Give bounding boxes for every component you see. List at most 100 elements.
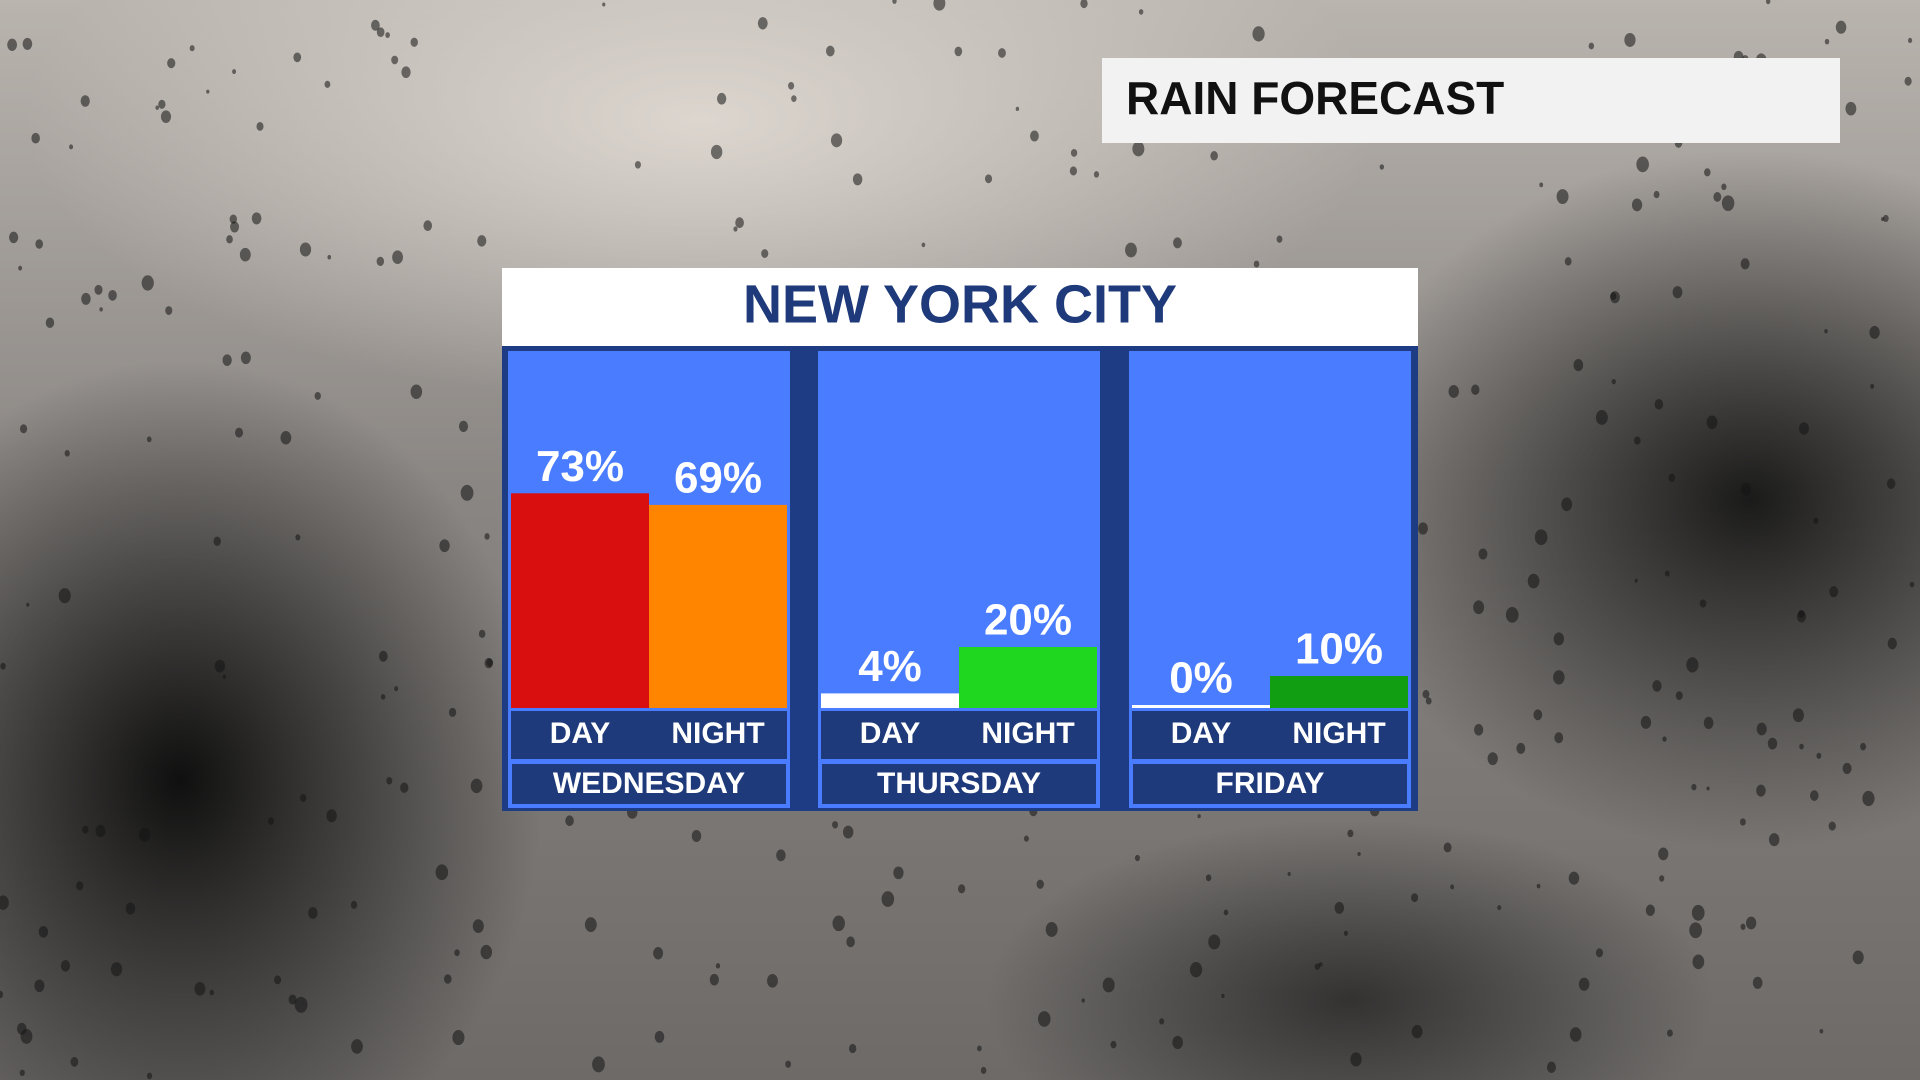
rain-drop <box>155 105 159 110</box>
rain-drop <box>1870 383 1875 389</box>
rain-drop <box>1752 976 1763 989</box>
rain-drop <box>1253 260 1260 268</box>
rain-drop <box>634 160 641 169</box>
day-label: FRIDAY <box>1216 767 1325 800</box>
header-title: RAIN FORECAST <box>1126 72 1504 124</box>
rain-drop <box>1102 977 1115 993</box>
rain-drop <box>1561 497 1573 512</box>
rain-drop <box>1125 242 1137 258</box>
rain-drop <box>0 662 6 670</box>
bar <box>511 493 649 708</box>
rain-drop <box>139 827 151 842</box>
rain-drop <box>654 1030 665 1043</box>
rain-drop <box>1703 716 1714 729</box>
rain-drop <box>18 265 23 271</box>
rain-drop <box>1487 752 1498 766</box>
rain-drop <box>1595 410 1608 425</box>
rain-drop <box>125 902 136 915</box>
rain-drop <box>1314 963 1321 970</box>
rain-drop <box>299 242 312 257</box>
rain-drop <box>392 250 404 265</box>
rain-drop <box>602 2 606 7</box>
rain-drop <box>1450 884 1455 890</box>
rain-drop <box>1824 329 1828 334</box>
rain-drop <box>82 825 89 834</box>
rain-drop <box>1829 586 1839 598</box>
rain-drop <box>1554 732 1564 744</box>
rain-drop <box>767 974 778 988</box>
rain-drop <box>852 173 863 186</box>
rain-drop <box>486 658 493 667</box>
rain-drop <box>70 1056 79 1067</box>
rain-drop <box>1799 743 1804 750</box>
rain-drop <box>825 45 835 57</box>
rain-drop <box>1568 871 1580 885</box>
rain-drop <box>1221 993 1225 999</box>
rain-drop <box>439 539 450 553</box>
rain-drop <box>1691 783 1697 791</box>
rain-drop <box>1379 164 1385 170</box>
rain-drop <box>1539 182 1544 188</box>
rain-drop <box>830 133 843 148</box>
rain-drop <box>757 17 768 30</box>
rain-drop <box>1173 237 1182 249</box>
rain-drop <box>843 825 854 839</box>
rain-drop <box>1664 570 1670 577</box>
rain-drop <box>1652 680 1662 692</box>
rain-drop <box>376 27 385 37</box>
rain-drop <box>1653 190 1660 199</box>
rain-drop <box>584 917 597 933</box>
rain-drop <box>1564 257 1572 266</box>
rain-drop <box>1473 600 1485 615</box>
bar <box>959 647 1097 708</box>
rain-drop <box>715 963 721 969</box>
rain-drop <box>1666 1029 1673 1037</box>
rain-drop <box>785 1060 792 1068</box>
rain-drop <box>1132 141 1145 157</box>
rain-drop <box>280 430 292 445</box>
rain-drop <box>1675 691 1683 700</box>
rain-drop <box>1745 916 1757 930</box>
rain-drop <box>81 292 91 305</box>
rain-drop <box>1553 670 1565 685</box>
rain-drop <box>1816 752 1822 759</box>
rain-drop <box>1030 130 1039 142</box>
rain-drop <box>1645 904 1655 916</box>
rain-drop <box>214 659 226 673</box>
rain-drop <box>1835 20 1847 34</box>
rain-drop <box>1887 637 1897 650</box>
rain-drop <box>1159 1018 1165 1025</box>
rain-drop <box>1197 814 1201 819</box>
rain-drop <box>385 32 390 38</box>
rain-drop <box>1636 156 1649 173</box>
rain-drop <box>1474 724 1484 736</box>
rain-drop <box>484 533 490 540</box>
rain-drop <box>31 132 40 144</box>
rain-drop <box>1704 168 1711 177</box>
rain-drop <box>158 99 166 109</box>
day-row <box>820 762 1098 806</box>
rain-drop <box>1689 922 1702 939</box>
rain-drop <box>1819 1028 1824 1034</box>
rain-drop <box>1813 517 1819 524</box>
series-label: DAY <box>860 717 921 750</box>
rain-drop <box>99 307 103 312</box>
series-label: NIGHT <box>671 717 764 750</box>
rain-drop <box>1343 930 1349 936</box>
rain-drop <box>1287 871 1291 876</box>
rain-drop <box>776 849 786 862</box>
rain-drop <box>1210 151 1218 161</box>
rain-drop <box>95 824 106 838</box>
rain-drop <box>293 52 302 63</box>
rain-drop <box>1740 923 1746 930</box>
rain-drop <box>206 89 210 94</box>
rain-drop <box>1350 1052 1362 1067</box>
rain-drop <box>1533 709 1543 721</box>
rain-drop <box>222 674 226 679</box>
rain-drop <box>848 1043 857 1054</box>
rain-drop <box>1036 879 1044 889</box>
rain-drop <box>1792 708 1804 723</box>
rain-drop <box>324 80 331 88</box>
rain-drop <box>1691 904 1705 921</box>
title-box <box>502 268 1418 346</box>
